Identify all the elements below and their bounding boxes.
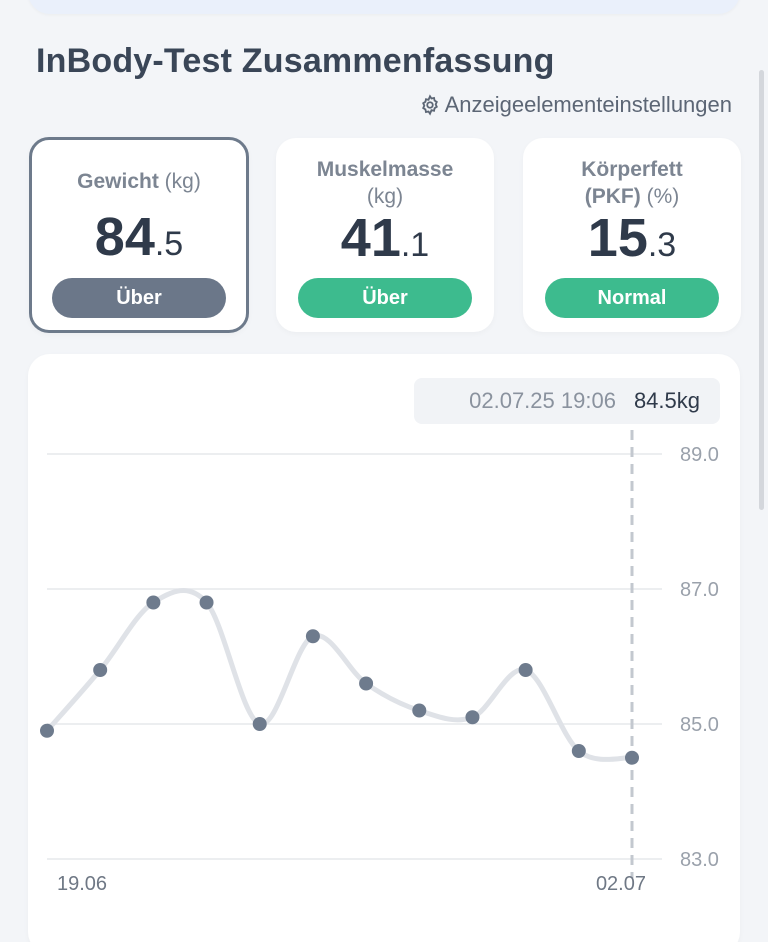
gear-icon <box>421 94 438 116</box>
data-point <box>305 629 320 644</box>
previous-card <box>28 0 740 14</box>
metric-label-text: Muskelmasse <box>316 158 454 181</box>
data-point <box>40 723 54 738</box>
metric-card-weight[interactable]: Gewicht (kg) 84.5 Über <box>29 137 249 333</box>
metric-value-dec: .5 <box>154 225 184 263</box>
data-point <box>252 717 267 731</box>
scrollbar[interactable] <box>759 70 764 510</box>
display-settings-label: Anzeigeelementeinstellungen <box>444 92 732 117</box>
metric-value-dec: .3 <box>647 226 677 264</box>
metric-label-line2: (PKF) <box>584 185 641 208</box>
metric-card-muscle-mass[interactable]: Muskelmasse (kg) 41.1 Über <box>276 138 494 332</box>
metric-value: 41.1 <box>276 208 494 275</box>
y-tick-label: 83.0 <box>680 849 719 871</box>
metric-label-text: Gewicht <box>77 170 159 193</box>
metric-value-int: 41 <box>340 208 401 268</box>
x-tick-label: 02.07 <box>596 873 646 895</box>
data-point <box>93 663 108 677</box>
status-badge: Normal <box>545 278 719 318</box>
metric-label: Muskelmasse (kg) <box>276 156 494 210</box>
chart-tooltip: 02.07.25 19:06 84.5kg <box>414 378 720 424</box>
status-badge: Über <box>298 278 472 318</box>
metric-unit: (kg) <box>164 170 201 193</box>
data-point <box>146 595 161 610</box>
y-tick-label: 87.0 <box>680 579 719 601</box>
metric-value-int: 84 <box>94 207 155 267</box>
weight-series-line <box>44 587 635 762</box>
data-point <box>518 663 533 677</box>
metric-card-body-fat[interactable]: Körperfett (PKF) (%) 15.3 Normal <box>523 138 741 332</box>
y-tick-label: 85.0 <box>680 714 719 736</box>
data-point <box>359 676 374 691</box>
x-tick-label: 19.06 <box>57 873 107 895</box>
metric-label: Gewicht (kg) <box>32 168 246 195</box>
data-point <box>412 703 427 718</box>
page-title: InBody-Test Zusammenfassung <box>36 42 555 80</box>
display-settings-link[interactable]: Anzeigeelementeinstellungen <box>419 92 732 118</box>
data-point <box>571 744 586 758</box>
weight-chart-card <box>28 354 740 942</box>
metric-value-int: 15 <box>587 208 648 268</box>
metric-value: 84.5 <box>32 207 246 274</box>
metric-value: 15.3 <box>523 208 741 275</box>
metric-unit: (%) <box>646 185 680 208</box>
metric-label: Körperfett (PKF) (%) <box>523 156 741 210</box>
metric-unit: (kg) <box>366 185 404 208</box>
data-point <box>199 595 214 610</box>
y-tick-label: 89.0 <box>680 444 719 466</box>
metric-value-dec: .1 <box>400 226 430 264</box>
data-point <box>465 710 480 725</box>
status-badge: Über <box>52 278 226 318</box>
tooltip-value: 84.5kg <box>633 388 700 413</box>
tooltip-date: 02.07.25 19:06 <box>469 388 616 413</box>
data-point <box>625 750 639 765</box>
metric-label-text: Körperfett <box>581 158 683 181</box>
